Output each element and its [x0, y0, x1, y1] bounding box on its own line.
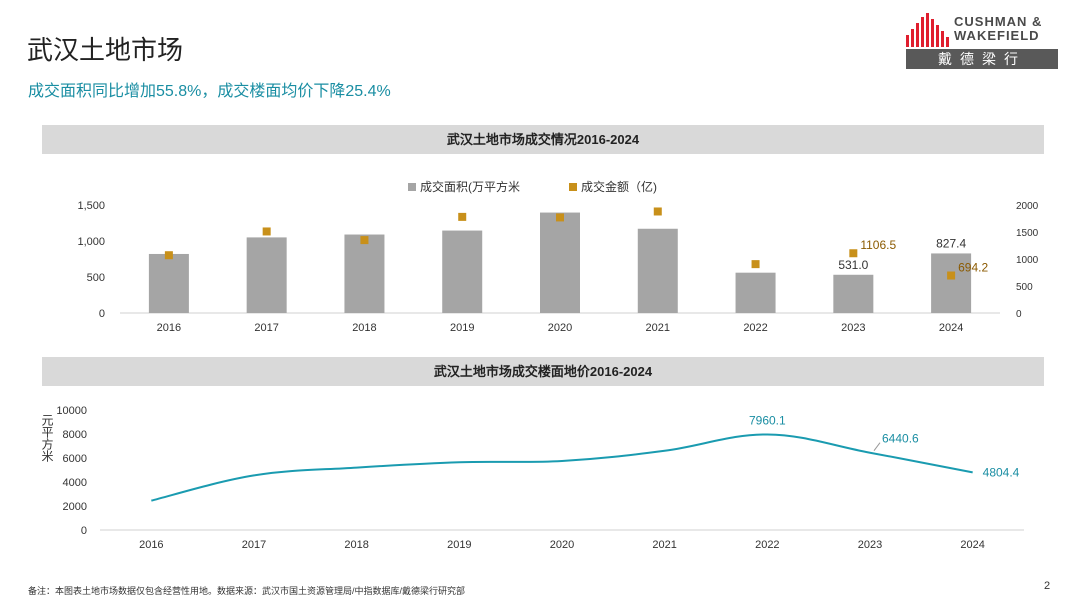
bar	[931, 253, 972, 313]
scatter-point	[458, 212, 467, 221]
x-tick-label: 2016	[139, 539, 163, 551]
logo-line2: WAKEFIELD	[954, 28, 1040, 43]
scatter-point	[164, 251, 173, 260]
scatter-point	[849, 249, 858, 258]
y-left-tick-label: 1,000	[77, 236, 105, 248]
point-data-label: 1106.5	[860, 238, 896, 252]
y-right-tick-label: 2000	[1016, 201, 1039, 212]
legend-swatch-amount	[569, 183, 577, 191]
y-left-tick-label: 1,500	[77, 200, 105, 212]
y-tick-label: 8000	[63, 429, 87, 441]
x-tick-label: 2023	[858, 539, 882, 551]
line-data-label: 4804.4	[983, 465, 1020, 479]
logo-bars-icon	[906, 13, 949, 47]
scatter-point	[751, 260, 760, 269]
page-title: 武汉土地市场	[27, 35, 184, 65]
y-left-tick-label: 500	[87, 272, 105, 284]
bar	[735, 272, 776, 313]
bar	[246, 237, 287, 313]
y-tick-label: 6000	[63, 453, 87, 465]
x-tick-label: 2023	[841, 322, 865, 334]
x-tick-label: 2018	[344, 539, 368, 551]
y-right-tick-label: 1000	[1016, 255, 1039, 266]
chart1-title: 武汉土地市场成交情况2016-2024	[42, 125, 1044, 154]
y-tick-label: 4000	[63, 477, 87, 489]
x-tick-label: 2021	[652, 539, 676, 551]
legend-swatch-area	[408, 183, 416, 191]
x-tick-label: 2024	[939, 322, 963, 334]
cushman-wakefield-logo: CUSHMAN & WAKEFIELD 戴德梁行	[904, 13, 1060, 70]
x-tick-label: 2022	[743, 322, 767, 334]
y-left-tick-label: 0	[99, 308, 105, 320]
x-tick-label: 2018	[352, 322, 376, 334]
y-tick-label: 0	[81, 525, 87, 537]
point-data-label: 694.2	[958, 261, 988, 275]
logo-chinese-name: 戴德梁行	[906, 49, 1058, 69]
y-right-tick-label: 1500	[1016, 228, 1039, 239]
line-data-label: 7960.1	[749, 413, 786, 427]
scatter-point	[262, 227, 271, 236]
scatter-point	[653, 207, 662, 216]
scatter-point	[360, 236, 369, 245]
x-tick-label: 2016	[157, 322, 181, 334]
x-tick-label: 2022	[755, 539, 779, 551]
chart2-title: 武汉土地市场成交楼面地价2016-2024	[42, 357, 1044, 386]
scatter-point	[947, 271, 956, 280]
bar	[833, 274, 874, 313]
x-tick-label: 2017	[254, 322, 278, 334]
y-tick-label: 10000	[56, 405, 87, 417]
y-tick-label: 2000	[63, 501, 87, 513]
logo-wordmark: CUSHMAN & WAKEFIELD	[954, 15, 1042, 43]
footer-note: 备注：本图表土地市场数据仅包含经营性用地。数据来源：武汉市国土资源管理局/中指数…	[28, 586, 466, 596]
page-subtitle: 成交面积同比增加55.8%，成交楼面均价下降25.4%	[28, 83, 391, 100]
bar	[540, 212, 580, 313]
page-number: 2	[1044, 580, 1051, 592]
bar-data-label: 531.0	[838, 258, 868, 272]
scatter-point	[556, 213, 564, 222]
x-tick-label: 2021	[646, 322, 670, 334]
line-data-label: 6440.6	[882, 432, 919, 446]
x-tick-label: 2020	[550, 539, 574, 551]
bar-data-label: 827.4	[936, 236, 966, 250]
logo-line1: CUSHMAN &	[954, 14, 1043, 29]
chart1-area-volume: 0 500 1,000 1,500 0 500 1000 1500 2000 2016 2017 20…	[77, 179, 1039, 334]
y-right-tick-label: 0	[1016, 309, 1022, 320]
x-tick-label: 2019	[447, 539, 471, 551]
x-tick-label: 2024	[960, 539, 984, 551]
y-right-tick-label: 500	[1016, 282, 1033, 293]
legend-label-area: 成交面积(万平方米	[420, 179, 520, 194]
x-tick-label: 2019	[450, 322, 474, 334]
price-line	[151, 433, 973, 502]
bar	[344, 234, 385, 313]
bar	[637, 228, 678, 313]
bar	[442, 230, 483, 313]
y-axis-label: 元平方米	[40, 414, 54, 462]
x-tick-label: 2017	[242, 539, 266, 551]
x-tick-label: 2020	[548, 322, 572, 334]
legend-label-amount: 成交金额（亿)	[581, 179, 657, 194]
data-label-leader	[873, 442, 881, 452]
bar	[148, 253, 189, 313]
